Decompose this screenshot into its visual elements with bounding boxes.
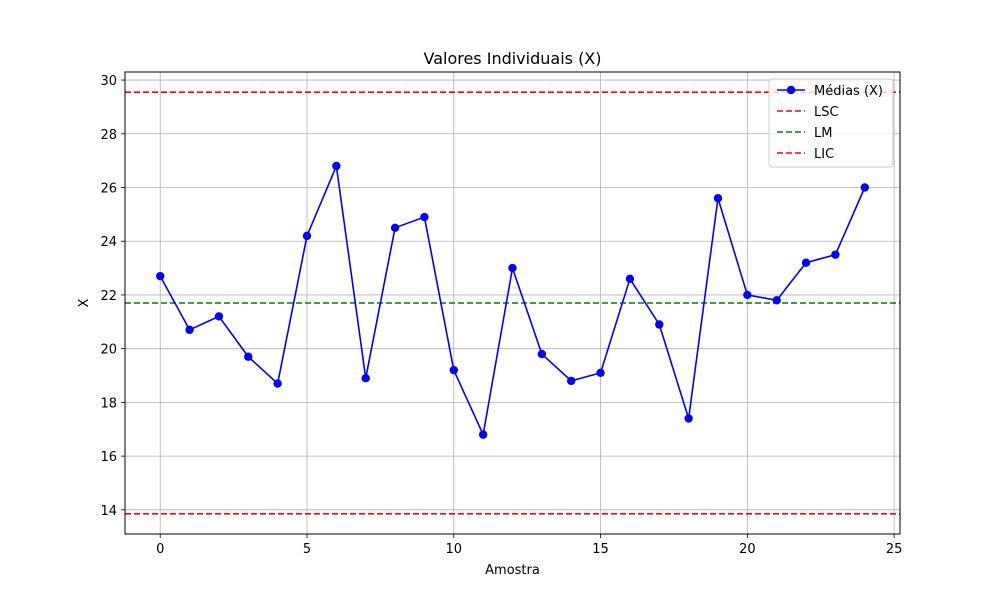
chart-title: Valores Individuais (X): [423, 49, 601, 68]
data-point: [772, 296, 781, 305]
plot-frame: [124, 71, 901, 535]
x-tick-label: 5: [303, 542, 311, 557]
x-tick-label: 20: [739, 542, 756, 557]
data-point: [537, 349, 547, 359]
series-line: [159, 163, 866, 438]
y-tick-label: 16: [100, 450, 117, 465]
legend-marker: [786, 85, 796, 95]
x-tick-label: 0: [156, 542, 164, 557]
y-tick-label: 20: [100, 343, 117, 358]
y-tick-label: 30: [100, 74, 117, 89]
data-point: [420, 212, 429, 222]
data-point: [508, 263, 517, 273]
data-point: [743, 290, 752, 300]
data-point: [860, 183, 869, 192]
x-tick-label: 15: [592, 542, 609, 557]
data-point: [596, 368, 605, 378]
data-point: [156, 271, 165, 281]
data-point: [801, 258, 811, 267]
data-point: [273, 379, 282, 388]
axis-ticks: 0 5 10 15 20 25 14 16 18 20 22 24 26 28 30: [100, 74, 902, 557]
data-point: [831, 250, 840, 259]
x-tick-label: 25: [886, 542, 903, 557]
data-point: [655, 320, 664, 329]
data-point: [332, 161, 341, 171]
legend-label: LIC: [814, 147, 834, 162]
y-tick-label: 18: [100, 396, 117, 411]
data-point: [567, 376, 576, 386]
x-tick-label: 10: [446, 542, 463, 557]
data-point: [390, 223, 400, 232]
legend-box: [768, 78, 894, 168]
x-axis-label: Amostra: [485, 563, 540, 578]
data-point: [713, 194, 723, 203]
y-tick-label: 22: [100, 289, 117, 304]
data-point: [185, 325, 194, 335]
legend-label: LSC: [814, 105, 839, 120]
data-point: [478, 430, 488, 439]
data-point: [244, 352, 253, 361]
series-layer: [156, 161, 869, 439]
data-point: [214, 312, 224, 321]
y-axis-label: X: [77, 298, 92, 307]
data-point: [361, 374, 370, 383]
y-tick-label: 24: [100, 235, 117, 250]
y-tick-label: 26: [100, 182, 117, 197]
legend-label: Médias (X): [814, 84, 883, 99]
data-point: [625, 274, 635, 284]
data-point: [449, 365, 458, 375]
data-point: [302, 231, 312, 241]
legend: Médias (X) LSC LM LIC: [768, 78, 894, 168]
y-tick-label: 28: [100, 128, 117, 143]
data-point: [684, 414, 693, 423]
legend-label: LM: [814, 126, 832, 141]
reference-lines: [125, 91, 900, 515]
y-tick-label: 14: [100, 504, 117, 519]
